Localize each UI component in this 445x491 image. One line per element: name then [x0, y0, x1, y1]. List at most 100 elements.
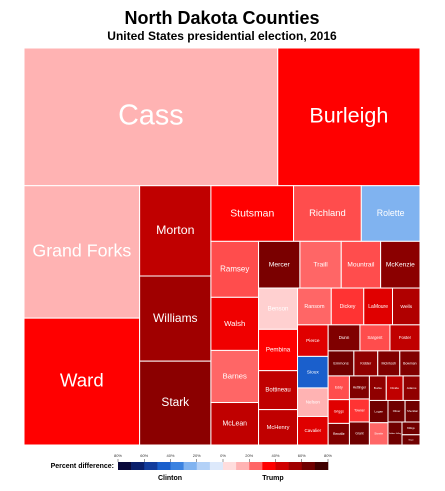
county-label: Towner	[354, 408, 365, 412]
county-label: Logan	[374, 409, 383, 413]
county-label: Traill	[313, 261, 328, 268]
county-cell	[389, 324, 421, 352]
county-label: Burke	[374, 386, 382, 390]
county-label: Sheridan	[407, 409, 418, 413]
county-label: Grant	[355, 431, 363, 435]
county-cell	[139, 185, 212, 277]
county-cell	[258, 370, 299, 411]
county-cell	[340, 240, 382, 289]
county-cell	[139, 360, 212, 446]
county-label: Renville	[333, 432, 345, 436]
county-label: Sargent	[367, 335, 383, 340]
county-cell	[327, 324, 361, 352]
county-label: Dunn	[339, 335, 350, 340]
county-cell	[277, 47, 421, 187]
county-cell	[210, 296, 260, 351]
county-label: Cass	[118, 99, 184, 131]
county-label: Sioux	[307, 369, 320, 375]
colorbar-swatch	[301, 462, 316, 470]
county-label: Richland	[309, 208, 346, 219]
county-cell	[23, 185, 141, 319]
county-label: Mercer	[269, 261, 291, 268]
county-label: Eddy	[335, 386, 343, 390]
county-label: Hettinger	[353, 385, 367, 389]
county-cell	[23, 317, 141, 446]
county-label: Stutsman	[230, 208, 274, 219]
county-label: Barnes	[223, 372, 247, 381]
county-label: Burleigh	[309, 104, 388, 128]
county-label: McIntosh	[381, 361, 396, 365]
county-label: Walsh	[224, 319, 245, 328]
county-cell	[299, 240, 342, 289]
colorbar-right-label: Trump	[262, 475, 283, 482]
chart-subtitle: United States presidential election, 201…	[107, 29, 337, 43]
county-label: Griggs	[334, 409, 344, 413]
colorbar-swatch	[170, 462, 184, 470]
county-cell	[297, 387, 329, 417]
county-label: Benson	[268, 305, 289, 312]
county-label: Wells	[400, 304, 412, 310]
colorbar-swatch	[144, 462, 158, 470]
county-label: Pembina	[266, 347, 291, 354]
county-label: Rolette	[377, 208, 405, 218]
county-cell	[258, 409, 299, 446]
county-label: Williams	[153, 311, 198, 325]
county-cell	[392, 287, 421, 326]
colorbar-swatch	[209, 462, 224, 470]
county-label: Bowman	[403, 361, 417, 365]
county-cell	[210, 402, 260, 446]
county-label: Grand Forks	[32, 241, 131, 261]
county-label: Pierce	[306, 338, 320, 344]
colorbar-label: Percent difference:	[51, 463, 114, 470]
county-label: Bottineau	[265, 388, 290, 394]
colorbar-tick-label: 40%	[166, 453, 174, 458]
colorbar-tick-label: 20%	[245, 453, 253, 458]
colorbar-tick-label: 20%	[193, 453, 201, 458]
county-label: McLean	[222, 421, 247, 428]
county-label: Oliver	[393, 409, 401, 413]
county-cell	[258, 287, 299, 330]
county-label: Ramsey	[220, 264, 249, 273]
county-label: Morton	[156, 223, 195, 237]
colorbar-tick-label: 0%	[220, 453, 226, 458]
colorbar-swatch	[314, 462, 329, 470]
county-cell	[360, 185, 421, 242]
county-label: McHenry	[267, 425, 290, 431]
colorbar-tick-label: 80%	[114, 453, 122, 458]
county-label: Ward	[60, 369, 104, 390]
county-label: Kidder	[360, 361, 372, 365]
county-cell	[258, 328, 299, 372]
county-cell	[401, 434, 421, 446]
colorbar-swatch	[157, 462, 171, 470]
county-cell	[210, 185, 295, 242]
county-label: Stark	[161, 395, 189, 409]
county-label: Divide	[390, 386, 399, 390]
colorbar-tick-label: 60%	[298, 453, 306, 458]
colorbar-swatch	[249, 462, 263, 470]
county-label: Nelson	[306, 399, 321, 404]
colorbar-swatch	[236, 462, 250, 470]
county-label: Emmons	[333, 360, 348, 365]
colorbar-swatch	[196, 462, 211, 470]
colorbar-swatch	[131, 462, 145, 470]
county-cell	[380, 240, 421, 289]
colorbar-left-label: Clinton	[158, 475, 182, 482]
colorbar-swatch	[275, 462, 289, 470]
county-label: Steele	[374, 432, 383, 436]
colorbar-swatch	[118, 462, 132, 470]
colorbar-swatch	[288, 462, 303, 470]
county-label: Adams	[407, 386, 417, 390]
county-label: Golden Valley	[389, 433, 401, 435]
colorbar-swatch	[262, 462, 276, 470]
county-cell	[297, 287, 332, 326]
county-cell	[139, 275, 212, 362]
county-label: Billings	[407, 428, 415, 430]
colorbar-tick-label: 60%	[140, 453, 148, 458]
county-cell	[23, 47, 279, 187]
colorbar-swatch	[183, 462, 198, 470]
county-label: Ransom	[304, 304, 325, 310]
colorbar-tick-label: 40%	[271, 453, 279, 458]
county-label: Dickey	[340, 304, 356, 310]
chart-title: North Dakota Counties	[124, 8, 319, 28]
